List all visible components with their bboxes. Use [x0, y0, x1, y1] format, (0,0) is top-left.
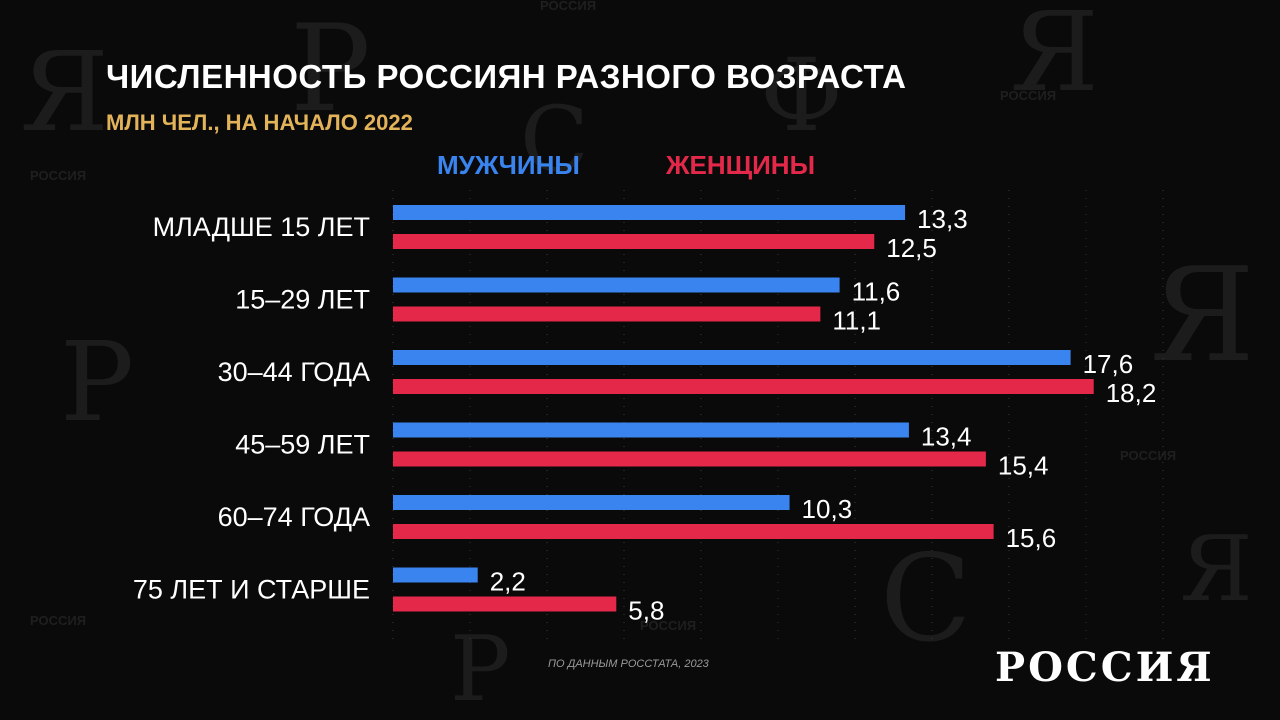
- background-watermark: РОССИЯ: [1120, 448, 1176, 463]
- value-label-women: 15,4: [998, 451, 1049, 481]
- category-label: 45–59 ЛЕТ: [235, 430, 370, 460]
- bar-men: [393, 567, 478, 583]
- bar-men: [393, 495, 790, 510]
- background-watermark: РОССИЯ: [30, 168, 86, 183]
- bar-women: [393, 306, 821, 322]
- background-letter: Я: [1010, 0, 1099, 116]
- category-label: МЛАДШЕ 15 ЛЕТ: [153, 212, 370, 242]
- background-watermark: РОССИЯ: [640, 618, 696, 633]
- value-label-men: 11,6: [852, 277, 901, 307]
- bar-men: [393, 205, 906, 220]
- russia-logo: РОССИЯ: [995, 644, 1215, 691]
- background-letter: С: [520, 87, 589, 192]
- background-letter: Р: [60, 318, 134, 446]
- category-label: 15–29 ЛЕТ: [235, 285, 370, 315]
- category-label: 75 ЛЕТ И СТАРШЕ: [133, 575, 370, 605]
- background-letter: Я: [1150, 239, 1255, 391]
- bar-women: [393, 596, 617, 612]
- bar-men: [393, 350, 1071, 365]
- bar-women: [393, 234, 875, 249]
- source-note: ПО ДАННЫМ РОССТАТА, 2023: [548, 658, 709, 670]
- background-letter: Ф: [760, 37, 843, 154]
- legend-women: ЖЕНЩИНЫ: [666, 150, 816, 180]
- background-letter: Я: [1180, 517, 1253, 622]
- value-label-women: 12,5: [886, 233, 937, 263]
- background-letter: С: [880, 530, 972, 669]
- value-label-men: 10,3: [802, 494, 853, 524]
- bar-women: [393, 451, 986, 467]
- value-label-women: 11,1: [832, 306, 881, 336]
- category-label: 30–44 ГОДА: [218, 357, 370, 387]
- chart-subtitle: МЛН ЧЕЛ., НА НАЧАЛО 2022: [106, 110, 413, 135]
- value-label-men: 13,3: [917, 204, 968, 234]
- bar-women: [393, 524, 994, 539]
- value-label-women: 5,8: [628, 596, 664, 626]
- value-label-men: 13,4: [921, 422, 972, 452]
- bar-men: [393, 277, 840, 293]
- background-letter: Р: [450, 617, 511, 720]
- value-label-men: 17,6: [1083, 349, 1134, 379]
- bar-men: [393, 422, 909, 438]
- chart-title: ЧИСЛЕННОСТЬ РОССИЯН РАЗНОГО ВОЗРАСТА: [106, 58, 907, 95]
- value-label-women: 18,2: [1106, 378, 1157, 408]
- category-label: 60–74 ГОДА: [218, 502, 370, 532]
- value-label-men: 2,2: [490, 567, 526, 597]
- background-watermark: РОССИЯ: [30, 613, 86, 628]
- background-watermark: РОССИЯ: [1000, 88, 1056, 103]
- value-label-women: 15,6: [1006, 523, 1057, 553]
- background-letter: Р: [290, 0, 371, 139]
- background-letter: Я: [20, 28, 109, 156]
- background-watermark: РОССИЯ: [540, 0, 596, 13]
- legend-men: МУЖЧИНЫ: [437, 150, 580, 180]
- bar-women: [393, 379, 1094, 394]
